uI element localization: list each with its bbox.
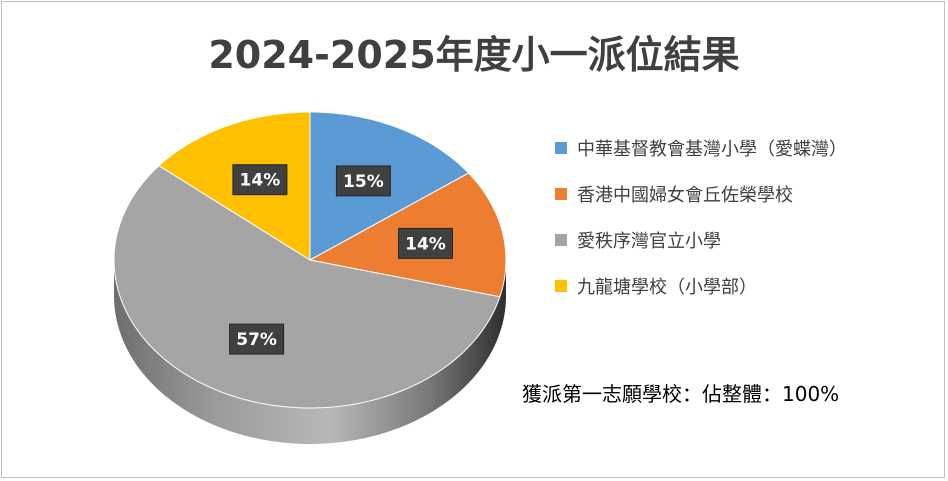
data-label-text: 57% bbox=[236, 330, 277, 350]
summary-note: 獲派第一志願學校：佔整體：100% bbox=[522, 382, 840, 406]
legend: 中華基督教會基灣小學（愛蝶灣） 香港中國婦女會丘佐榮學校 愛秩序灣官立小學 九龍… bbox=[555, 134, 935, 318]
legend-item[interactable]: 中華基督教會基灣小學（愛蝶灣） bbox=[555, 134, 935, 162]
legend-swatch bbox=[555, 142, 567, 154]
legend-swatch bbox=[555, 280, 567, 292]
legend-label: 九龍塘學校（小學部） bbox=[577, 277, 757, 298]
legend-item[interactable]: 九龍塘學校（小學部） bbox=[555, 272, 935, 300]
legend-swatch bbox=[555, 234, 567, 246]
chart-title: 2024-2025年度小一派位結果 bbox=[208, 33, 740, 77]
data-label: 15% bbox=[335, 165, 391, 197]
legend-item[interactable]: 香港中國婦女會丘佐榮學校 bbox=[555, 180, 935, 208]
legend-swatch bbox=[555, 188, 567, 200]
data-label-box bbox=[232, 164, 288, 196]
legend-label: 香港中國婦女會丘佐榮學校 bbox=[577, 185, 793, 206]
legend-label: 中華基督教會基灣小學（愛蝶灣） bbox=[577, 139, 847, 160]
data-label-text: 14% bbox=[405, 234, 446, 254]
legend-label: 愛秩序灣官立小學 bbox=[577, 231, 721, 252]
data-label: 14% bbox=[232, 164, 288, 196]
data-label: 57% bbox=[229, 323, 285, 355]
pie-side-wall bbox=[114, 260, 506, 444]
data-label-box bbox=[398, 227, 453, 259]
data-label: 14% bbox=[398, 227, 453, 259]
slice-school-3[interactable] bbox=[113, 165, 501, 409]
data-label-text: 14% bbox=[240, 171, 281, 191]
data-label-box bbox=[335, 165, 391, 197]
legend-item[interactable]: 愛秩序灣官立小學 bbox=[555, 226, 935, 254]
data-label-box bbox=[229, 323, 285, 355]
data-label-text: 15% bbox=[343, 172, 384, 192]
